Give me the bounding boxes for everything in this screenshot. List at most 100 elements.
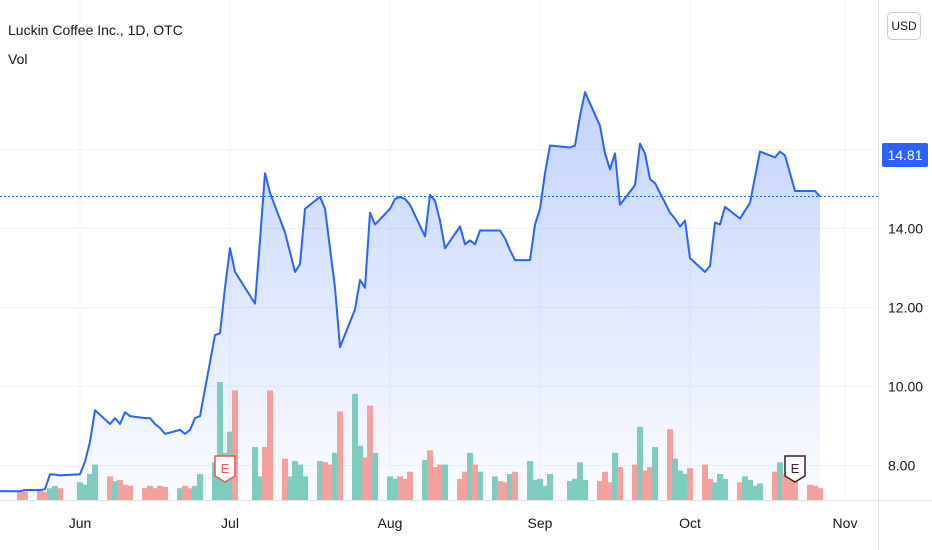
volume-bar [322, 462, 328, 500]
x-tick-label: Oct [679, 515, 701, 531]
volume-bar [757, 483, 763, 500]
volume-bar [397, 476, 403, 500]
volume-bar [537, 478, 543, 500]
volume-bar [92, 464, 98, 500]
x-tick-label: Aug [378, 515, 403, 531]
volume-bar [262, 446, 268, 500]
volume-bar [437, 464, 443, 500]
volume-bar [352, 393, 358, 500]
volume-bar [602, 471, 608, 500]
volume-bar [607, 482, 613, 500]
volume-bar [282, 458, 288, 500]
volume-bar [302, 476, 308, 500]
volume-bar [117, 479, 123, 500]
y-tick-label: 10.00 [888, 379, 923, 395]
x-tick-label: Jul [221, 515, 239, 531]
volume-bar [182, 485, 188, 500]
volume-bar [782, 474, 788, 500]
volume-bar [547, 474, 553, 500]
volume-bar [47, 488, 53, 500]
volume-bar [582, 479, 588, 500]
volume-bar [747, 479, 753, 500]
volume-bar [807, 484, 813, 500]
volume-bar [192, 485, 198, 500]
volume-bar [82, 484, 88, 500]
volume-bar [162, 487, 168, 500]
volume-bar [87, 474, 93, 500]
volume-bar [477, 471, 483, 500]
price-line-layer [0, 91, 878, 493]
volume-bar [357, 445, 363, 500]
price-line [0, 91, 821, 493]
volume-bar [442, 464, 448, 500]
earnings-marker-label: E [221, 461, 230, 476]
volume-bar [687, 468, 693, 500]
volume-bar [267, 390, 273, 500]
volume-bar [462, 471, 468, 500]
y-tick-label: 12.00 [888, 300, 923, 316]
volume-bar [677, 470, 683, 500]
earnings-marker-shape [214, 455, 236, 483]
earnings-marker[interactable]: E [214, 455, 236, 483]
volume-bar [362, 457, 368, 500]
volume-bar [472, 464, 478, 500]
volume-bar [652, 446, 658, 500]
symbol-title[interactable]: Luckin Coffee Inc., 1D, OTC [8, 22, 183, 38]
volume-bars [17, 382, 823, 500]
volume-bar [332, 452, 338, 500]
volume-bar [667, 429, 673, 500]
currency-button[interactable]: USD [887, 12, 921, 40]
volume-bar [427, 450, 433, 500]
volume-bar [177, 488, 183, 500]
volume-bar [77, 482, 83, 500]
earnings-marker-shape [784, 455, 806, 483]
volume-bar [367, 405, 373, 500]
volume-bar [512, 471, 518, 500]
volume-bar [287, 476, 293, 500]
volume-bar [372, 452, 378, 500]
volume-bar [257, 476, 263, 500]
y-tick-label: 14.00 [888, 221, 923, 237]
earnings-marker-label: E [791, 461, 800, 476]
volume-bar [642, 470, 648, 500]
volume-bar [527, 461, 533, 500]
volume-bar [252, 446, 258, 500]
volume-bar [127, 485, 133, 500]
volume-bar [107, 476, 113, 500]
volume-bar [467, 452, 473, 500]
volume-bar [507, 474, 513, 500]
volume-bar [392, 478, 398, 500]
earnings-marker[interactable]: E [784, 455, 806, 483]
volume-bar [722, 478, 728, 500]
volume-bar [632, 464, 638, 500]
last-price-label: 14.81 [882, 143, 928, 167]
x-tick-label: Jun [69, 515, 92, 531]
volume-bar [812, 485, 818, 500]
volume-bar [327, 464, 333, 500]
volume-bar [752, 485, 758, 500]
volume-bar [502, 482, 508, 500]
volume-bar [432, 467, 438, 500]
volume-bar [112, 481, 118, 500]
volume-bar [682, 474, 688, 500]
price-area-fill [0, 92, 820, 500]
volume-bar [707, 478, 713, 500]
volume-bar [217, 382, 223, 500]
y-tick-label: 8.00 [888, 458, 915, 474]
volume-bar [187, 488, 193, 500]
volume-bar [617, 467, 623, 500]
volume-bar [122, 484, 128, 500]
volume-bar [647, 467, 653, 500]
volume-bar [232, 390, 238, 500]
volume-bar [317, 461, 323, 500]
volume-legend[interactable]: Vol [8, 51, 28, 67]
volume-bar [387, 476, 393, 500]
volume-bar [37, 490, 43, 500]
price-area [0, 92, 820, 500]
volume-bar [212, 462, 218, 500]
volume-bar [407, 471, 413, 500]
volume-bar [717, 474, 723, 500]
